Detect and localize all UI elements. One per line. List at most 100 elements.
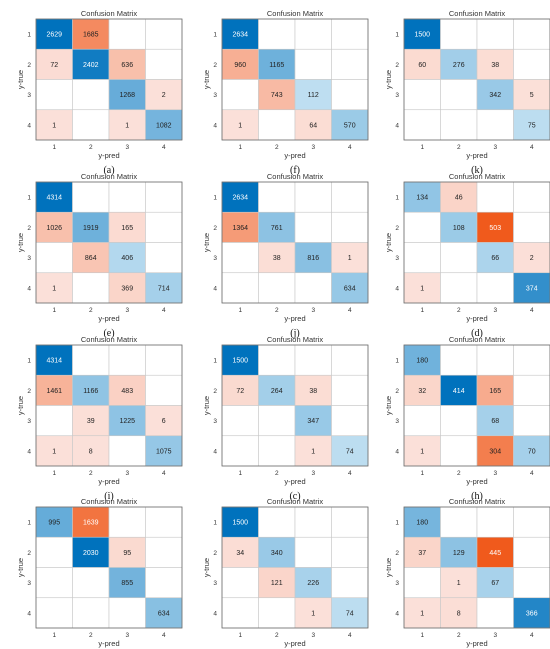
y-tick-label: 4 xyxy=(213,448,217,455)
matrix-cell xyxy=(221,344,259,376)
matrix-cell xyxy=(294,18,332,50)
matrix-cell xyxy=(440,211,478,243)
matrix-cell xyxy=(294,536,332,568)
cell-value: 743 xyxy=(271,92,283,99)
x-tick-label: 4 xyxy=(162,307,166,314)
y-tick-label: 4 xyxy=(213,610,217,617)
x-tick-label: 2 xyxy=(457,144,461,151)
y-tick-label: 3 xyxy=(395,580,399,587)
matrix-cell xyxy=(221,506,259,538)
matrix-cell xyxy=(440,48,478,80)
matrix-cell xyxy=(145,405,183,437)
matrix-cell xyxy=(513,181,550,213)
y-tick-label: 4 xyxy=(395,448,399,455)
matrix-cell xyxy=(145,18,183,50)
matrix-cell xyxy=(476,344,514,376)
y-axis-label: y-true xyxy=(202,70,211,89)
x-tick-label: 2 xyxy=(275,470,279,477)
matrix-cell xyxy=(331,405,369,437)
panel-title: Confusion Matrix xyxy=(267,9,324,18)
cell-value: 1165 xyxy=(269,62,284,69)
x-tick-label: 4 xyxy=(348,470,352,477)
matrix-cell xyxy=(108,181,146,213)
x-axis-label: y-pred xyxy=(466,314,487,323)
matrix-cell xyxy=(72,344,110,376)
panel-caption: (j) xyxy=(290,328,299,339)
matrix-cell xyxy=(108,567,146,599)
cell-value: 1 xyxy=(125,122,129,129)
matrix-cell xyxy=(221,211,259,243)
confusion-matrix-panel: Confusion Matrix 134 46 108 503 66 2 1 374 1 2 3 4 1 2… xyxy=(384,172,550,339)
matrix-cell xyxy=(476,506,514,538)
matrix-cell xyxy=(513,506,550,538)
matrix-cell xyxy=(513,567,550,599)
cell-value: 1 xyxy=(311,610,315,617)
cell-value: 2629 xyxy=(46,32,62,39)
y-tick-label: 1 xyxy=(27,32,31,39)
matrix-cell xyxy=(403,344,441,376)
x-axis-label: y-pred xyxy=(98,639,119,648)
cell-value: 67 xyxy=(491,580,499,587)
y-axis-label: y-true xyxy=(16,396,25,415)
matrix-frame xyxy=(403,344,550,467)
matrix-frame xyxy=(221,181,369,304)
panel-caption: (d) xyxy=(471,328,483,339)
matrix-frame xyxy=(403,181,550,304)
cell-value: 39 xyxy=(87,418,95,425)
y-tick-label: 2 xyxy=(27,225,31,232)
matrix-cell xyxy=(440,405,478,437)
matrix-cell xyxy=(476,181,514,213)
x-tick-label: 4 xyxy=(162,144,166,151)
panel-title: Confusion Matrix xyxy=(81,172,138,181)
matrix-cell xyxy=(476,597,514,629)
matrix-cell xyxy=(513,405,550,437)
panel-title: Confusion Matrix xyxy=(449,9,506,18)
x-axis-label: y-pred xyxy=(284,314,305,323)
y-tick-label: 1 xyxy=(395,358,399,365)
cell-value: 1 xyxy=(52,285,56,292)
x-axis-label: y-pred xyxy=(98,314,119,323)
cell-value: 864 xyxy=(85,255,97,262)
cell-value: 165 xyxy=(489,388,501,395)
matrix-cell xyxy=(108,272,146,304)
matrix-cell xyxy=(258,506,296,538)
y-tick-label: 2 xyxy=(395,225,399,232)
matrix-cell xyxy=(258,181,296,213)
cell-value: 636 xyxy=(121,62,133,69)
cell-value: 634 xyxy=(158,610,170,617)
y-tick-label: 2 xyxy=(213,62,217,69)
cell-value: 134 xyxy=(416,195,428,202)
y-tick-label: 4 xyxy=(213,122,217,129)
matrix-cell xyxy=(294,272,332,304)
matrix-cell xyxy=(331,18,369,50)
matrix-cell xyxy=(221,597,259,629)
x-axis-label: y-pred xyxy=(466,477,487,486)
matrix-cell xyxy=(513,536,550,568)
x-tick-label: 4 xyxy=(348,144,352,151)
y-tick-label: 4 xyxy=(395,610,399,617)
cell-value: 64 xyxy=(309,122,317,129)
matrix-cell xyxy=(403,536,441,568)
y-tick-label: 3 xyxy=(213,418,217,425)
matrix-cell xyxy=(513,79,550,111)
matrix-cell xyxy=(440,272,478,304)
confusion-matrix-panel: Confusion Matrix 2629 1685 72 2402 636 1268 2 1 1… xyxy=(16,9,183,176)
matrix-cell xyxy=(108,211,146,243)
cell-value: 1461 xyxy=(46,388,62,395)
x-tick-label: 1 xyxy=(52,307,56,314)
matrix-cell xyxy=(294,181,332,213)
matrix-cell xyxy=(403,211,441,243)
matrix-cell xyxy=(513,48,550,80)
y-tick-label: 2 xyxy=(213,225,217,232)
cell-value: 406 xyxy=(121,255,133,262)
cell-value: 347 xyxy=(307,418,319,425)
matrix-cell xyxy=(221,435,259,467)
matrix-cell xyxy=(403,242,441,274)
matrix-cell xyxy=(258,272,296,304)
matrix-cell xyxy=(108,18,146,50)
cell-value: 1364 xyxy=(232,225,248,232)
x-tick-label: 1 xyxy=(420,470,424,477)
x-tick-label: 4 xyxy=(162,632,166,639)
